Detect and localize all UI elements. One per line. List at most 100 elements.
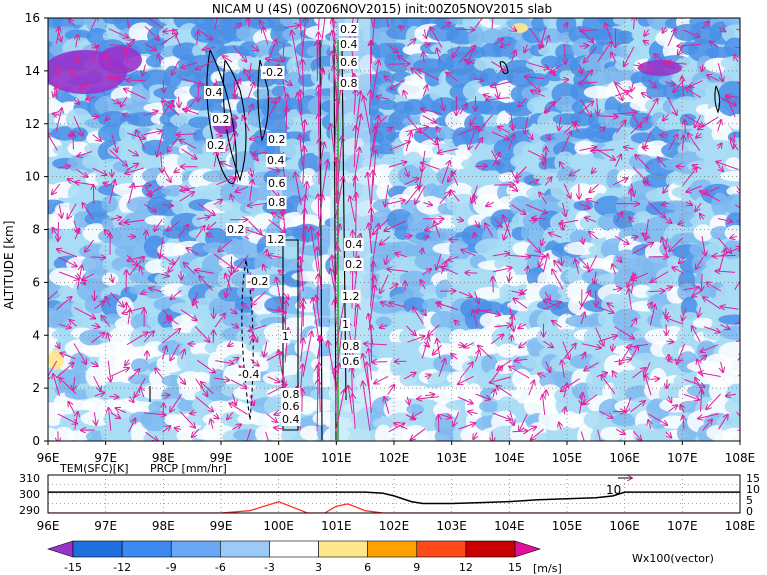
contour-label: 0.2	[268, 133, 286, 146]
field-patch	[553, 141, 578, 157]
wind-vector	[112, 168, 113, 177]
field-patch	[554, 426, 577, 441]
field-patch	[109, 225, 142, 250]
wind-vector	[143, 331, 154, 343]
wind-vector	[179, 140, 197, 150]
wind-vector	[243, 116, 250, 132]
y-tick-label: 0	[32, 434, 40, 448]
field-patch	[724, 371, 740, 384]
x-tick-label: 101E	[321, 451, 352, 465]
wind-vector	[69, 19, 75, 27]
wind-vector	[183, 109, 199, 115]
wind-vector	[162, 426, 170, 433]
field-patch	[524, 282, 546, 304]
wind-vector	[116, 408, 127, 414]
sub-left-tick: 290	[19, 504, 40, 517]
wind-vector	[356, 193, 357, 239]
wind-vector	[250, 180, 253, 202]
field-patch	[479, 313, 499, 328]
x-tick-label: 102E	[379, 451, 410, 465]
field-patch	[433, 327, 454, 341]
wind-vector	[83, 203, 95, 220]
field-patch	[375, 424, 393, 441]
wind-vector	[371, 208, 372, 239]
wind-vector	[144, 43, 156, 51]
wind-vector	[177, 225, 188, 238]
field-patch	[583, 85, 613, 99]
wind-vector	[352, 367, 353, 395]
wind-vector	[59, 204, 61, 218]
wind-vector	[125, 220, 145, 223]
wind-vector	[94, 412, 96, 425]
field-patch	[583, 411, 608, 429]
wind-vector	[232, 358, 239, 361]
wind-vector	[667, 379, 668, 389]
field-patch	[177, 400, 197, 412]
field-patch	[118, 121, 136, 144]
sub-x-tick-label: 106E	[609, 519, 640, 533]
field-patch	[574, 140, 595, 155]
wind-vector	[179, 96, 180, 107]
wind-vector	[215, 134, 222, 135]
wind-vector	[125, 167, 144, 174]
field-patch	[723, 193, 740, 216]
contour-label: 0.2	[340, 23, 358, 36]
wind-vector	[126, 332, 147, 346]
contour-label: 0.8	[342, 340, 360, 353]
contour-label: 0.8	[268, 196, 286, 209]
colorbar-left-cap	[47, 540, 74, 558]
field-patch	[386, 208, 414, 231]
wind-vector	[233, 394, 236, 405]
field-patch	[717, 95, 740, 117]
field-patch	[141, 139, 171, 156]
colorbar-tick: 9	[413, 561, 420, 574]
field-patch	[414, 253, 445, 271]
wind-vector	[129, 396, 133, 403]
field-patch	[84, 294, 106, 314]
field-patch	[721, 427, 740, 441]
sub-x-tick-label: 98E	[152, 519, 175, 533]
field-patch	[375, 316, 392, 328]
wind-vector	[161, 274, 169, 276]
wind-vector	[162, 101, 174, 116]
sub-left-tick: 310	[19, 472, 40, 485]
vector-scale-label: Wx100(vector)	[632, 552, 714, 565]
sub-x-tick-label: 103E	[436, 519, 467, 533]
field-patch	[718, 258, 740, 274]
wind-vector	[250, 45, 258, 51]
wind-vector	[207, 221, 217, 229]
wind-vector	[180, 188, 196, 191]
colorbar-tick: -15	[64, 561, 82, 574]
field-warm-patch	[512, 23, 528, 33]
y-tick-label: 16	[25, 11, 40, 25]
wind-vector	[149, 288, 163, 293]
field-patch	[65, 108, 92, 132]
wind-vector	[231, 324, 238, 328]
wind-vector	[199, 276, 213, 291]
field-patch	[708, 379, 728, 402]
wind-vector	[74, 307, 96, 319]
contour-label: 0.6	[268, 177, 286, 190]
wind-vector	[203, 47, 216, 49]
wind-vector	[144, 25, 159, 40]
wind-vector	[161, 346, 166, 360]
wind-vector	[107, 333, 110, 342]
wind-vector	[175, 428, 182, 430]
wind-vector	[125, 359, 129, 366]
wind-vector	[143, 18, 163, 28]
wind-vector	[214, 314, 225, 328]
wind-vector	[108, 28, 129, 38]
wind-vector	[160, 34, 178, 46]
wind-vector	[91, 325, 100, 327]
wind-vector	[105, 54, 112, 66]
contour-label: 0.4	[205, 86, 223, 99]
wind-vector	[250, 167, 252, 176]
wind-vector	[234, 80, 236, 98]
sub-x-tick-label: 97E	[94, 519, 117, 533]
wind-vector	[140, 267, 143, 275]
field-patch	[483, 114, 500, 126]
wind-vector	[173, 29, 181, 47]
wind-vector	[142, 64, 145, 76]
field-patch	[281, 355, 303, 377]
wind-vector	[178, 376, 185, 384]
